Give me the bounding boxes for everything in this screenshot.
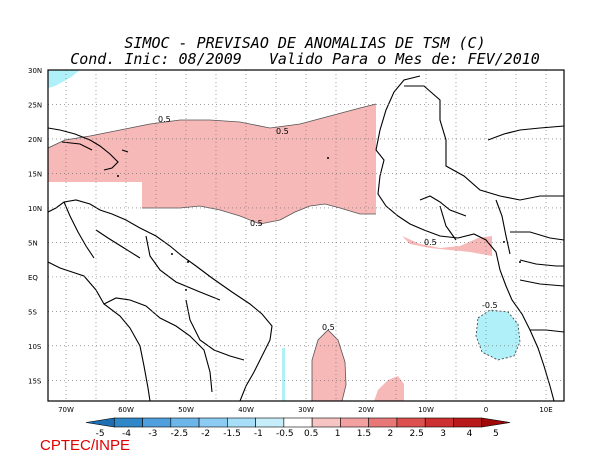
colorbar-swatch (198, 417, 228, 428)
latitude-label: 5S (28, 308, 37, 316)
colorbar-swatch (255, 417, 285, 428)
longitude-label: 70W (58, 406, 74, 414)
map-title: SIMOC - PREVISAO DE ANOMALIAS DE TSM (C) (124, 34, 486, 52)
contour-line-south (311, 329, 347, 401)
positive-anomaly-north (48, 104, 376, 224)
latitude-label: 20N (28, 136, 42, 144)
colorbar-label: 1 (335, 429, 341, 439)
positive-anomaly-guinea (402, 236, 492, 256)
negative-anomaly-corner (48, 70, 80, 88)
longitude-label: 0 (484, 406, 488, 414)
longitude-label: 10W (418, 406, 434, 414)
colorbar-label: 2.5 (410, 429, 424, 439)
colorbar-label: 2 (387, 429, 393, 439)
latitude-label: 30N (28, 67, 42, 75)
latitude-label: EQ (28, 274, 38, 282)
contour-label: 0.5 (158, 115, 171, 124)
colorbar-label: 5 (493, 429, 499, 439)
colorbar-label: -2.5 (170, 429, 188, 439)
colorbar-label: -1 (254, 429, 263, 439)
colorbar-label: -5 (96, 429, 105, 439)
latitude-label: 15N (28, 170, 42, 178)
colorbar-swatch (340, 417, 369, 428)
colorbar-swatch (453, 417, 483, 428)
map-subtitle: Cond. Inic: 08/2009 Valido Para o Mes de… (70, 50, 540, 68)
coastlines (48, 75, 564, 401)
colorbar-label: 3 (440, 429, 446, 439)
latitude-label: 25N (28, 101, 42, 109)
latitude-label: 15S (28, 377, 42, 385)
colorbar (85, 417, 511, 428)
colorbar-swatch (481, 417, 511, 428)
colorbar-label: -4 (122, 429, 131, 439)
latitude-label: 10S (28, 343, 42, 351)
contour-label: -0.5 (482, 301, 498, 310)
positive-anomaly-southeast (374, 376, 404, 401)
longitude-label: 60W (118, 406, 134, 414)
contour-line-negative (475, 309, 521, 361)
colorbar-labels: -5 -4 -3 -2.5 -2 -1.5 -1 -0.5 0.5 1 1.5 2 2.5 3 4 5 (96, 429, 499, 439)
longitude-label: 50W (178, 406, 194, 414)
colorbar-label: -1.5 (223, 429, 241, 439)
colorbar-swatch (396, 417, 426, 428)
latitude-labels: 30N 25N 20N 15N 10N 5N EQ 5S 10S 15S (28, 67, 42, 385)
contour-label: 0.5 (276, 127, 289, 136)
map-frame (47, 69, 565, 402)
longitude-labels: 70W 60W 50W 40W 30W 20W 10W 0 10E (58, 406, 553, 414)
negative-anomaly-patch (476, 310, 520, 360)
contour-label: 0.5 (250, 219, 263, 228)
longitude-label: 30W (298, 406, 314, 414)
credit-label: CPTEC/INPE (40, 437, 131, 454)
longitude-label: 40W (238, 406, 254, 414)
colorbar-swatch (424, 417, 454, 428)
contour-label: 0.5 (424, 238, 437, 247)
colorbar-swatch (283, 417, 313, 428)
colorbar-swatch (85, 417, 115, 428)
negative-anomaly-strip (282, 348, 285, 401)
colorbar-label: -3 (148, 429, 157, 439)
contour-line-north (48, 103, 377, 149)
latitude-label: 10N (28, 205, 42, 213)
colorbar-label: -0.5 (276, 429, 294, 439)
colorbar-swatch (368, 417, 398, 428)
contour-labels: 0.5 0.5 0.5 0.5 -0.5 0.5 (158, 115, 498, 332)
longitude-label: 20W (358, 406, 374, 414)
colorbar-label: 0.5 (304, 429, 318, 439)
colorbar-swatch (311, 417, 341, 428)
positive-anomaly-south (312, 330, 346, 401)
colorbar-swatch (142, 417, 172, 428)
colorbar-swatch (113, 417, 143, 428)
longitude-label: 10E (539, 406, 552, 414)
contour-label: 0.5 (322, 323, 335, 332)
colorbar-label: 1.5 (357, 429, 371, 439)
colorbar-label: 4 (467, 429, 473, 439)
colorbar-label: -2 (201, 429, 210, 439)
colorbar-swatch (170, 417, 200, 428)
islands (117, 157, 521, 291)
latitude-label: 5N (28, 239, 38, 247)
colorbar-swatch (227, 417, 256, 428)
